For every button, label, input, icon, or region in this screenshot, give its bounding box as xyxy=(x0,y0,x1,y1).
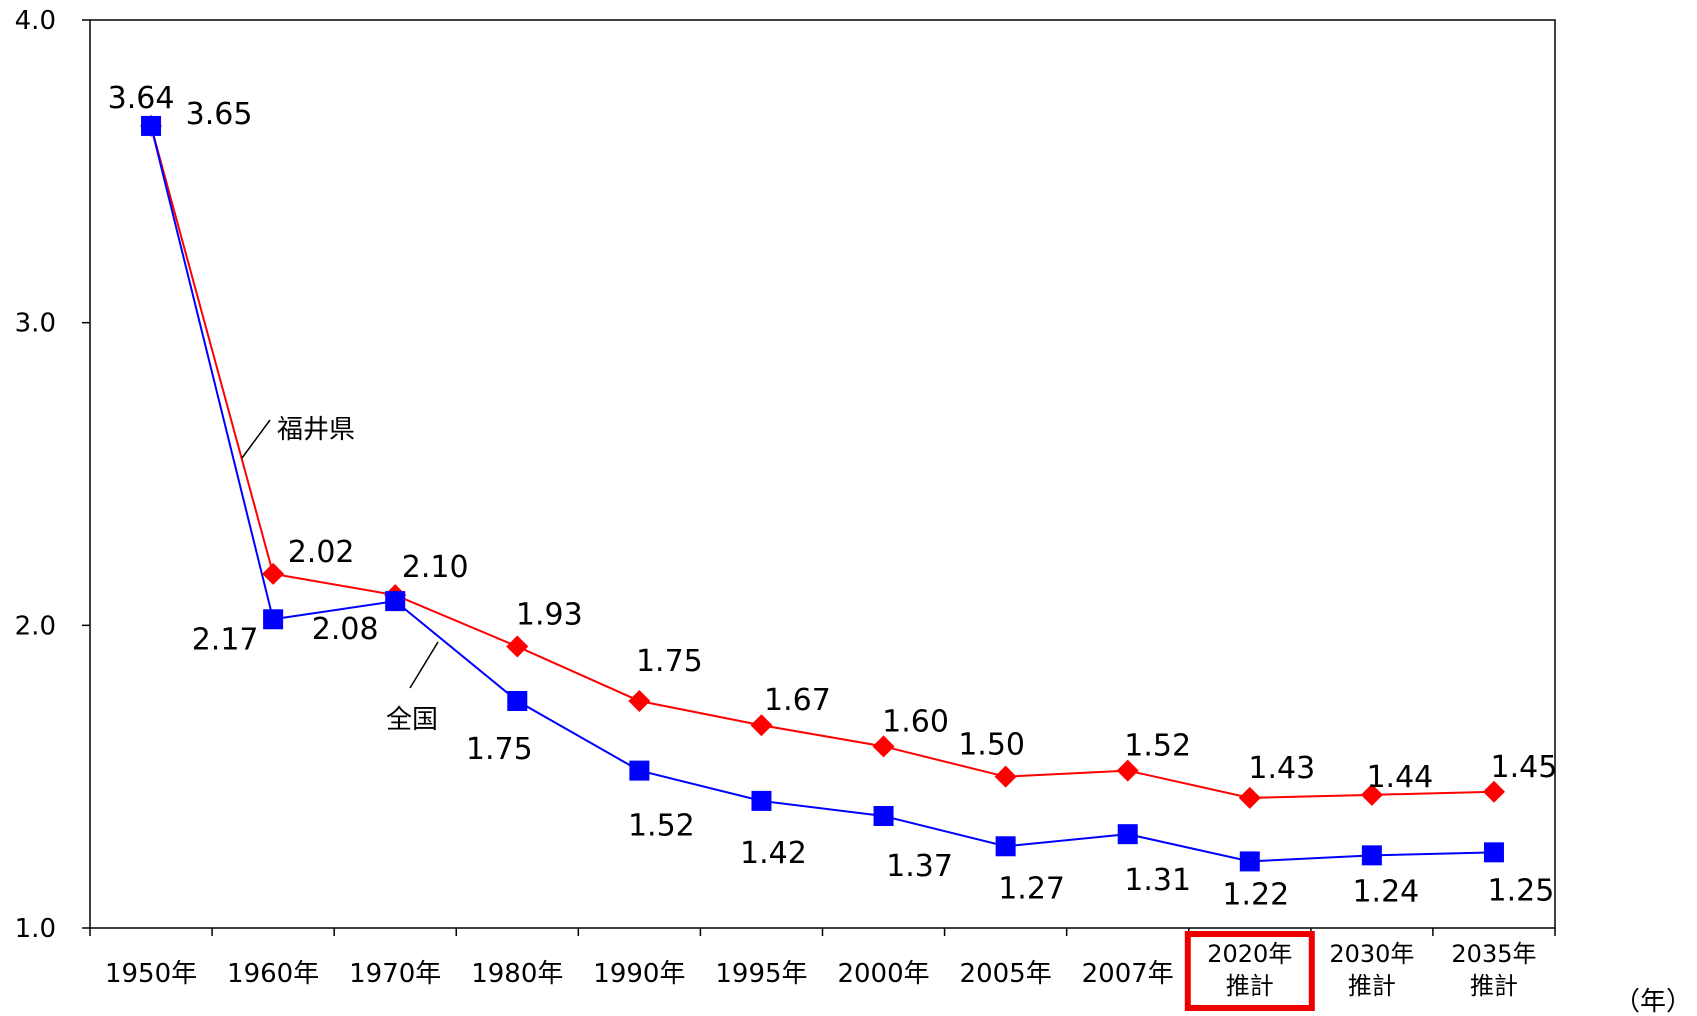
data-label-national: 1.27 xyxy=(998,871,1065,906)
marker-diamond xyxy=(628,690,651,712)
x-tick-label: 1990年 xyxy=(593,959,685,989)
marker-square xyxy=(1117,824,1138,845)
data-label-fukui: 2.02 xyxy=(288,535,355,570)
marker-diamond xyxy=(262,562,285,585)
data-labels: 3.65 2.02 2.10 1.93 1.75 1.67 1.60 1.50 1.52 1.43… xyxy=(108,81,1558,912)
plot-frame xyxy=(89,19,1556,929)
marker-square xyxy=(873,806,894,827)
marker-square xyxy=(1239,851,1260,872)
marker-diamond xyxy=(1238,786,1261,809)
data-label-national: 1.22 xyxy=(1222,877,1289,912)
data-label-fukui: 1.43 xyxy=(1248,751,1315,786)
x-tick-label: 2035年 xyxy=(1451,940,1536,968)
series-lines xyxy=(150,125,1494,863)
x-tick-label: 2020年 xyxy=(1207,940,1292,968)
x-tick-label: 1970年 xyxy=(349,959,441,989)
marker-square xyxy=(263,609,284,630)
marker-diamond xyxy=(1116,759,1139,782)
x-tick-label: 2000年 xyxy=(837,959,929,989)
marker-square xyxy=(141,115,162,136)
marker-diamond xyxy=(1360,783,1383,806)
data-label-fukui: 1.75 xyxy=(636,644,703,679)
data-label-fukui: 3.65 xyxy=(186,97,253,132)
marker-diamond xyxy=(872,735,895,758)
y-tick-label: 1.0 xyxy=(15,914,56,944)
series-line-1 xyxy=(150,125,1494,863)
x-tick-label-sub: 推計 xyxy=(1226,972,1274,1000)
data-label-national: 1.42 xyxy=(740,836,807,871)
y-tick-label: 3.0 xyxy=(15,309,56,339)
series-line-0 xyxy=(150,125,1494,799)
callout-line-national xyxy=(409,641,439,689)
x-tick-label: 1960年 xyxy=(227,959,319,989)
x-tick-label-sub: 推計 xyxy=(1348,972,1396,1000)
x-tick-label: 2030年 xyxy=(1329,940,1414,968)
highlight-box xyxy=(1184,931,1315,1011)
marker-square xyxy=(995,836,1016,857)
data-label-fukui: 1.67 xyxy=(764,683,831,718)
series-name-national: 全国 xyxy=(386,705,438,735)
data-label-national: 1.75 xyxy=(466,732,533,767)
data-label-fukui: 1.52 xyxy=(1124,729,1191,764)
data-label-national: 2.17 xyxy=(192,622,259,657)
data-label-national: 1.25 xyxy=(1488,873,1555,908)
data-label-national: 1.24 xyxy=(1352,874,1419,909)
marker-square xyxy=(1483,842,1504,863)
data-label-fukui: 1.45 xyxy=(1491,750,1558,785)
data-label-fukui: 1.93 xyxy=(516,598,583,633)
marker-diamond xyxy=(1482,780,1505,803)
x-unit-label: （年） xyxy=(1614,987,1692,1016)
marker-square xyxy=(507,691,528,711)
x-tick-label: 2007年 xyxy=(1082,959,1174,989)
x-tick-label: 2005年 xyxy=(960,959,1052,989)
x-tick-label: 1995年 xyxy=(715,959,807,989)
marker-square xyxy=(1361,845,1382,866)
series-markers xyxy=(140,114,1505,872)
marker-diamond xyxy=(506,635,529,658)
x-tick-label: 1950年 xyxy=(105,959,197,989)
callout-line-fukui xyxy=(241,419,271,459)
axes: 1.0 2.0 3.0 4.0 1950年 1960年 1970年 1980年 1990年 199… xyxy=(15,6,1692,1016)
data-label-national: 2.08 xyxy=(312,612,379,647)
y-tick-label: 4.0 xyxy=(15,6,56,36)
data-label-national: 1.31 xyxy=(1124,863,1191,898)
data-label-national: 1.52 xyxy=(628,809,695,844)
data-label-fukui: 1.60 xyxy=(882,704,949,739)
series-name-fukui: 福井県 xyxy=(277,415,355,445)
marker-square xyxy=(751,790,772,811)
data-label-national: 3.64 xyxy=(108,81,175,116)
x-tick-label: 1980年 xyxy=(471,959,563,989)
data-label-fukui: 2.10 xyxy=(402,550,469,585)
marker-square xyxy=(629,760,650,781)
data-label-fukui: 1.44 xyxy=(1366,760,1433,795)
marker-diamond xyxy=(750,714,773,737)
data-label-national: 1.37 xyxy=(886,849,953,884)
data-label-fukui: 1.50 xyxy=(958,728,1025,763)
y-tick-label: 2.0 xyxy=(15,611,56,641)
marker-diamond xyxy=(994,765,1017,788)
x-tick-label-sub: 推計 xyxy=(1470,972,1518,1000)
marker-square xyxy=(385,591,406,612)
